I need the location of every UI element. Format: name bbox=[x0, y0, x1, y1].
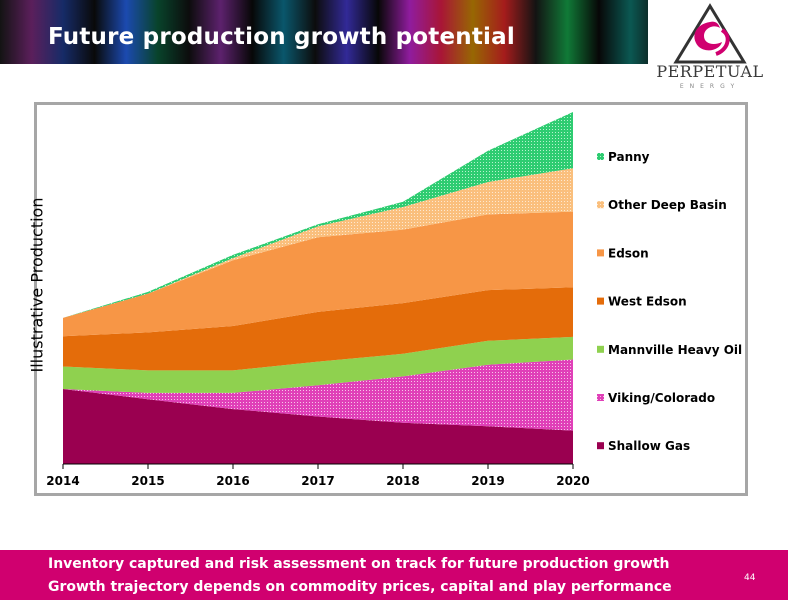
area-shallow-gas bbox=[63, 389, 573, 464]
page-number: 44 bbox=[744, 573, 756, 583]
footer-line-1: Inventory captured and risk assessment o… bbox=[48, 556, 670, 572]
area-viking-colorado bbox=[63, 359, 573, 431]
x-tick-label: 2015 bbox=[131, 474, 164, 488]
footer-banner: Inventory captured and risk assessment o… bbox=[0, 550, 788, 600]
legend-label-viking-colorado: Viking/Colorado bbox=[608, 391, 715, 405]
area-series-group bbox=[63, 112, 573, 464]
slide-title: Future production growth potential bbox=[48, 24, 515, 50]
legend-swatch-edson bbox=[597, 249, 604, 257]
legend-swatch-mannville-heavy-oil bbox=[597, 345, 604, 353]
legend-label-shallow-gas: Shallow Gas bbox=[608, 439, 690, 453]
legend-swatch-west-edson bbox=[597, 297, 604, 305]
company-logo: PERPETUAL ENERGY bbox=[648, 0, 788, 96]
legend: Panny Other Deep Basin Edson West Edson Mann… bbox=[597, 150, 742, 453]
area-edson bbox=[63, 211, 573, 337]
legend-swatch-shallow-gas bbox=[597, 442, 604, 450]
x-tick-label: 2020 bbox=[556, 474, 589, 488]
logo-wordmark: PERPETUAL bbox=[656, 62, 764, 81]
x-tick-label: 2017 bbox=[301, 474, 334, 488]
x-tick-label: 2014 bbox=[46, 474, 79, 488]
area-other-deep-basin bbox=[63, 168, 573, 318]
legend-swatch-panny bbox=[597, 153, 604, 160]
legend-label-edson: Edson bbox=[608, 246, 649, 260]
legend-swatch-viking-colorado bbox=[597, 394, 604, 401]
x-tick-label: 2018 bbox=[386, 474, 419, 488]
legend-label-panny: Panny bbox=[608, 150, 650, 164]
x-tick-label: 2019 bbox=[471, 474, 504, 488]
footer-line-2: Growth trajectory depends on commodity p… bbox=[48, 579, 672, 595]
area-mannville-heavy-oil bbox=[63, 336, 573, 393]
area-west-edson bbox=[63, 287, 573, 371]
legend-label-mannville-heavy-oil: Mannville Heavy Oil bbox=[608, 343, 742, 357]
x-tick-label: 2016 bbox=[216, 474, 249, 488]
legend-label-west-edson: West Edson bbox=[608, 295, 687, 309]
logo-mark-icon bbox=[673, 3, 747, 64]
legend-swatch-other-deep-basin bbox=[597, 201, 604, 209]
logo-subtext: ENERGY bbox=[679, 83, 741, 90]
legend-label-other-deep-basin: Other Deep Basin bbox=[608, 198, 727, 212]
x-axis-ticks: 2014 2015 2016 2017 2018 2019 2020 bbox=[46, 464, 590, 488]
